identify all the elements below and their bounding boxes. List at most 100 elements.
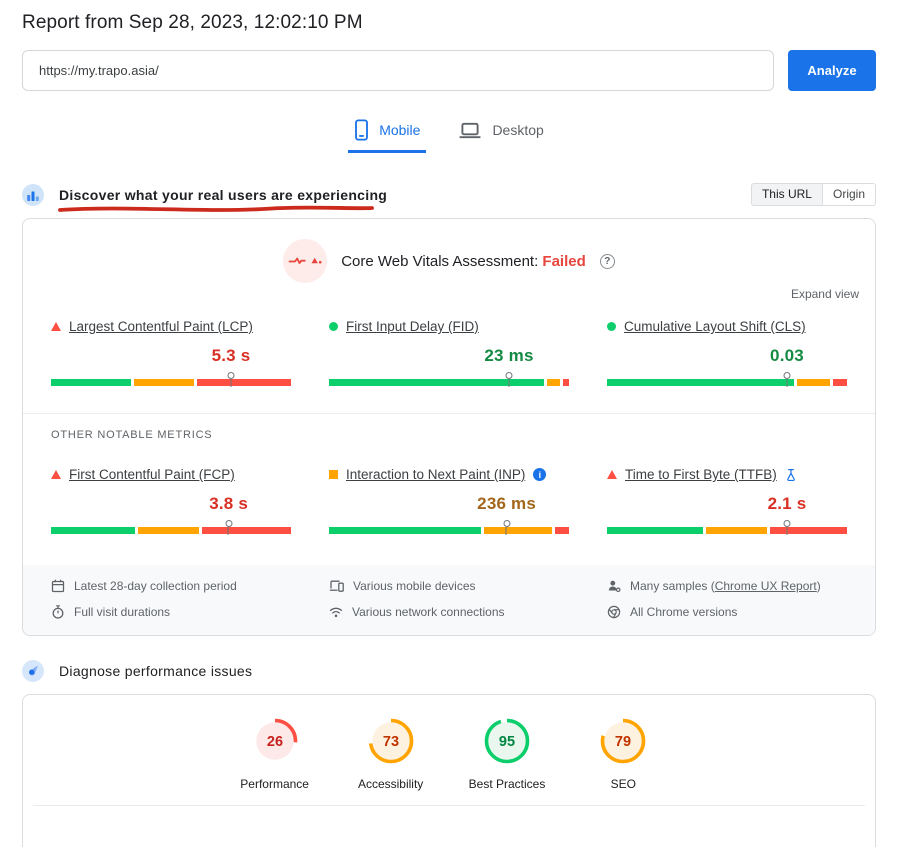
score-performance: 26 Performance [237,718,313,791]
fcp-rating-icon [51,470,61,479]
chrome-icon [607,605,621,619]
calendar-icon [51,579,65,593]
field-data-icon [22,184,44,206]
inp-metric-link[interactable]: Interaction to Next Paint (INP) [346,467,525,482]
footnote-text: All Chrome versions [630,605,737,619]
ttfb-distribution-bar [607,520,847,535]
samples-icon [607,579,621,593]
footnote-text: Various mobile devices [353,579,476,593]
score-best-practices: 95 Best Practices [469,718,546,791]
tab-mobile-label: Mobile [379,122,420,138]
footnote-collection-period: Latest 28-day collection period [51,579,291,593]
cwv-assessment: Core Web Vitals Assessment: Failed [23,219,875,283]
ttfb-value: 2.1 s [768,494,807,514]
samples-prefix: Many samples ( [630,579,715,593]
scope-this-url-button[interactable]: This URL [751,183,822,206]
pagespeed-report-page: Report from Sep 28, 2023, 12:02:10 PM An… [0,12,898,847]
analyze-button[interactable]: Analyze [788,50,876,91]
score-gauges-row: 26 Performance 73 Accessibility 95 Best … [23,695,875,791]
tab-desktop[interactable]: Desktop [452,115,549,153]
diagnose-icon [22,660,44,682]
score-label: Performance [237,777,313,791]
fid-rating-icon [329,322,338,331]
device-tabs: Mobile Desktop [22,115,876,153]
footnote-chrome-versions: All Chrome versions [607,605,847,619]
footnote-network-connections: Various network connections [329,605,569,619]
lab-card: 26 Performance 73 Accessibility 95 Best … [22,694,876,847]
field-data-card: Core Web Vitals Assessment: Failed Expan… [22,218,876,636]
lcp-rating-icon [51,322,61,331]
mobile-phone-icon [354,119,369,141]
footnote-visit-durations: Full visit durations [51,605,291,619]
fcp-metric-link[interactable]: First Contentful Paint (FCP) [69,467,235,482]
page-title: Report from Sep 28, 2023, 12:02:10 PM [22,12,876,34]
url-input[interactable] [22,50,774,91]
svg-text:95: 95 [499,734,515,750]
url-bar: Analyze [22,50,876,91]
lcp-metric-link[interactable]: Largest Contentful Paint (LCP) [69,319,253,334]
metrics-divider [23,413,875,414]
lab-card-divider [33,805,865,806]
best-practices-gauge[interactable]: 95 [484,718,530,769]
ttfb-metric-link[interactable]: Time to First Byte (TTFB) [625,467,777,482]
footnotes-strip: Latest 28-day collection period Full vis… [23,565,875,635]
tab-desktop-label: Desktop [492,122,543,138]
cwv-assessment-text: Core Web Vitals Assessment: Failed [341,253,586,270]
tab-mobile[interactable]: Mobile [348,115,426,153]
metric-inp: Interaction to Next Paint (INP) 236 ms [329,467,569,535]
footnote-text: Full visit durations [74,605,170,619]
chrome-ux-report-link[interactable]: Chrome UX Report [715,579,817,593]
footnote-text: Various network connections [352,605,505,619]
score-label: Accessibility [353,777,429,791]
samples-suffix: ) [817,579,821,593]
other-metrics-label: OTHER NOTABLE METRICS [23,429,875,441]
svg-text:73: 73 [383,734,399,750]
info-icon[interactable] [533,468,546,481]
fcp-distribution-bar [51,520,291,535]
other-metrics-row: First Contentful Paint (FCP) 3.8 s Inter… [23,467,875,535]
score-label: Best Practices [469,777,546,791]
footnote-mobile-devices: Various mobile devices [329,579,569,593]
scope-origin-button[interactable]: Origin [822,183,876,206]
footnote-text: Latest 28-day collection period [74,579,237,593]
ttfb-rating-icon [607,470,617,479]
fcp-value: 3.8 s [209,494,248,514]
performance-gauge[interactable]: 26 [252,718,298,769]
metric-ttfb: Time to First Byte (TTFB) 2.1 s [607,467,847,535]
inp-value: 236 ms [477,494,536,514]
lcp-value: 5.3 s [212,346,251,366]
metric-cls: Cumulative Layout Shift (CLS) 0.03 [607,319,847,387]
metric-fid: First Input Delay (FID) 23 ms [329,319,569,387]
stopwatch-icon [51,605,65,619]
devices-icon [329,579,344,593]
footnote-many-samples: Many samples (Chrome UX Report) [607,579,847,593]
lcp-distribution-bar [51,372,291,387]
expand-view-link[interactable]: Expand view [791,287,859,301]
cls-metric-link[interactable]: Cumulative Layout Shift (CLS) [624,319,806,334]
svg-text:26: 26 [267,734,283,750]
accessibility-gauge[interactable]: 73 [368,718,414,769]
scope-toggle: This URL Origin [751,183,876,206]
svg-text:79: 79 [615,734,631,750]
inp-rating-icon [329,470,338,479]
desktop-laptop-icon [458,121,482,140]
score-label: SEO [585,777,661,791]
fid-value: 23 ms [484,346,533,366]
lab-section-head: Diagnose performance issues [22,660,876,682]
fid-metric-link[interactable]: First Input Delay (FID) [346,319,479,334]
help-icon[interactable] [600,254,615,269]
cwv-assessment-prefix: Core Web Vitals Assessment: [341,253,538,270]
field-section-heading: Discover what your real users are experi… [59,187,387,203]
score-accessibility: 73 Accessibility [353,718,429,791]
field-section-head: Discover what your real users are experi… [22,183,876,206]
cwv-assessment-icon [283,239,327,283]
metric-fcp: First Contentful Paint (FCP) 3.8 s [51,467,291,535]
seo-gauge[interactable]: 79 [600,718,646,769]
inp-distribution-bar [329,520,569,535]
fid-distribution-bar [329,372,569,387]
metric-lcp: Largest Contentful Paint (LCP) 5.3 s [51,319,291,387]
field-section-heading-text: Discover what your real users are experi… [59,187,387,203]
score-seo: 79 SEO [585,718,661,791]
cls-value: 0.03 [770,346,804,366]
experimental-flask-icon[interactable] [785,468,797,482]
